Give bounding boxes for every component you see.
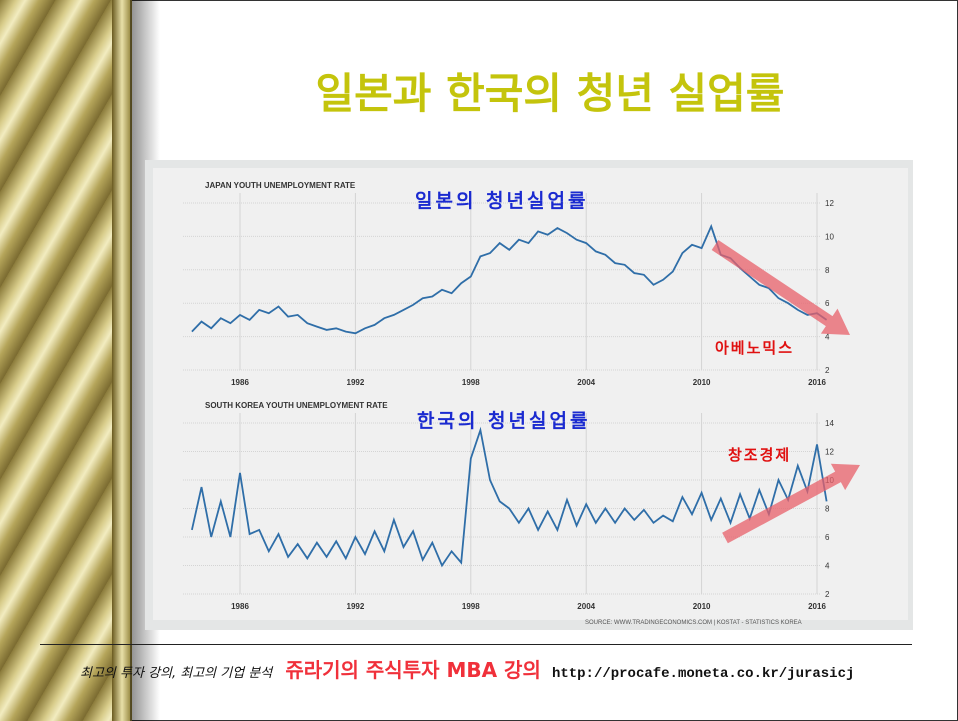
arrow-shape [722, 463, 861, 544]
y-tick-label: 2 [825, 590, 830, 599]
y-tick-label: 10 [825, 232, 834, 241]
y-tick-label: 4 [825, 333, 830, 342]
gold-pillar-edge [112, 0, 132, 721]
annotation-label: 창조경제 [728, 446, 791, 464]
x-tick-label: 1998 [462, 602, 480, 611]
y-tick-label: 4 [825, 562, 830, 571]
chart-title: SOUTH KOREA YOUTH UNEMPLOYMENT RATE [205, 401, 388, 410]
y-tick-label: 6 [825, 299, 830, 308]
footer-url[interactable]: http://procafe.moneta.co.kr/jurasicj [551, 666, 855, 682]
footer-divider [40, 644, 912, 645]
trend-arrow [711, 240, 850, 335]
x-tick-label: 1986 [231, 378, 249, 387]
chart-image: JAPAN YOUTH UNEMPLOYMENT RATE 2 4 6 8 10 12 198… [145, 160, 913, 630]
y-tick-label: 14 [825, 419, 834, 428]
y-tick-label: 6 [825, 533, 830, 542]
y-tick-label: 2 [825, 366, 830, 375]
data-line [191, 426, 828, 568]
annotation-label: 아베노믹스 [715, 339, 794, 357]
footer-tagline: 최고의 투자 강의, 최고의 기업 분석 [80, 666, 273, 681]
y-tick-label: 8 [825, 505, 830, 514]
japan-chart: JAPAN YOUTH UNEMPLOYMENT RATE 2 4 6 8 10 12 198… [183, 181, 850, 387]
chart-title: JAPAN YOUTH UNEMPLOYMENT RATE [205, 181, 356, 190]
footer: 최고의 투자 강의, 최고의 기업 분석 쥬라기의 주식투자 MBA 강의 ht… [80, 654, 854, 683]
x-tick-label: 2010 [693, 378, 711, 387]
korea-chart: SOUTH KOREA YOUTH UNEMPLOYMENT RATE 2 4 6 8 1… [183, 401, 861, 611]
y-tick-label: 8 [825, 266, 830, 275]
overlay-title: 일본의 청년실업률 [415, 190, 588, 212]
trend-arrow [722, 463, 861, 544]
x-tick-label: 2016 [808, 378, 826, 387]
x-tick-label: 1986 [231, 602, 249, 611]
x-tick-label: 1998 [462, 378, 480, 387]
charts-svg: JAPAN YOUTH UNEMPLOYMENT RATE 2 4 6 8 10 12 198… [153, 168, 908, 626]
footer-brand: 쥬라기의 주식투자 MBA 강의 [285, 658, 541, 682]
x-tick-label: 2004 [577, 602, 595, 611]
chart-panel-bg [153, 168, 908, 620]
x-tick-label: 2016 [808, 602, 826, 611]
y-tick-label: 12 [825, 448, 834, 457]
arrow-shape [711, 240, 850, 335]
overlay-title: 한국의 청년실업률 [417, 410, 590, 432]
x-tick-label: 2010 [693, 602, 711, 611]
gold-pillar-decoration [0, 0, 130, 721]
source-note: SOURCE: WWW.TRADINGECONOMICS.COM | KOSTA… [585, 620, 802, 626]
slide-title: 일본과 한국의 청년 실업률 [315, 69, 785, 118]
y-tick-label: 12 [825, 199, 834, 208]
x-tick-label: 1992 [347, 602, 365, 611]
x-tick-label: 2004 [577, 378, 595, 387]
x-tick-label: 1992 [347, 378, 365, 387]
